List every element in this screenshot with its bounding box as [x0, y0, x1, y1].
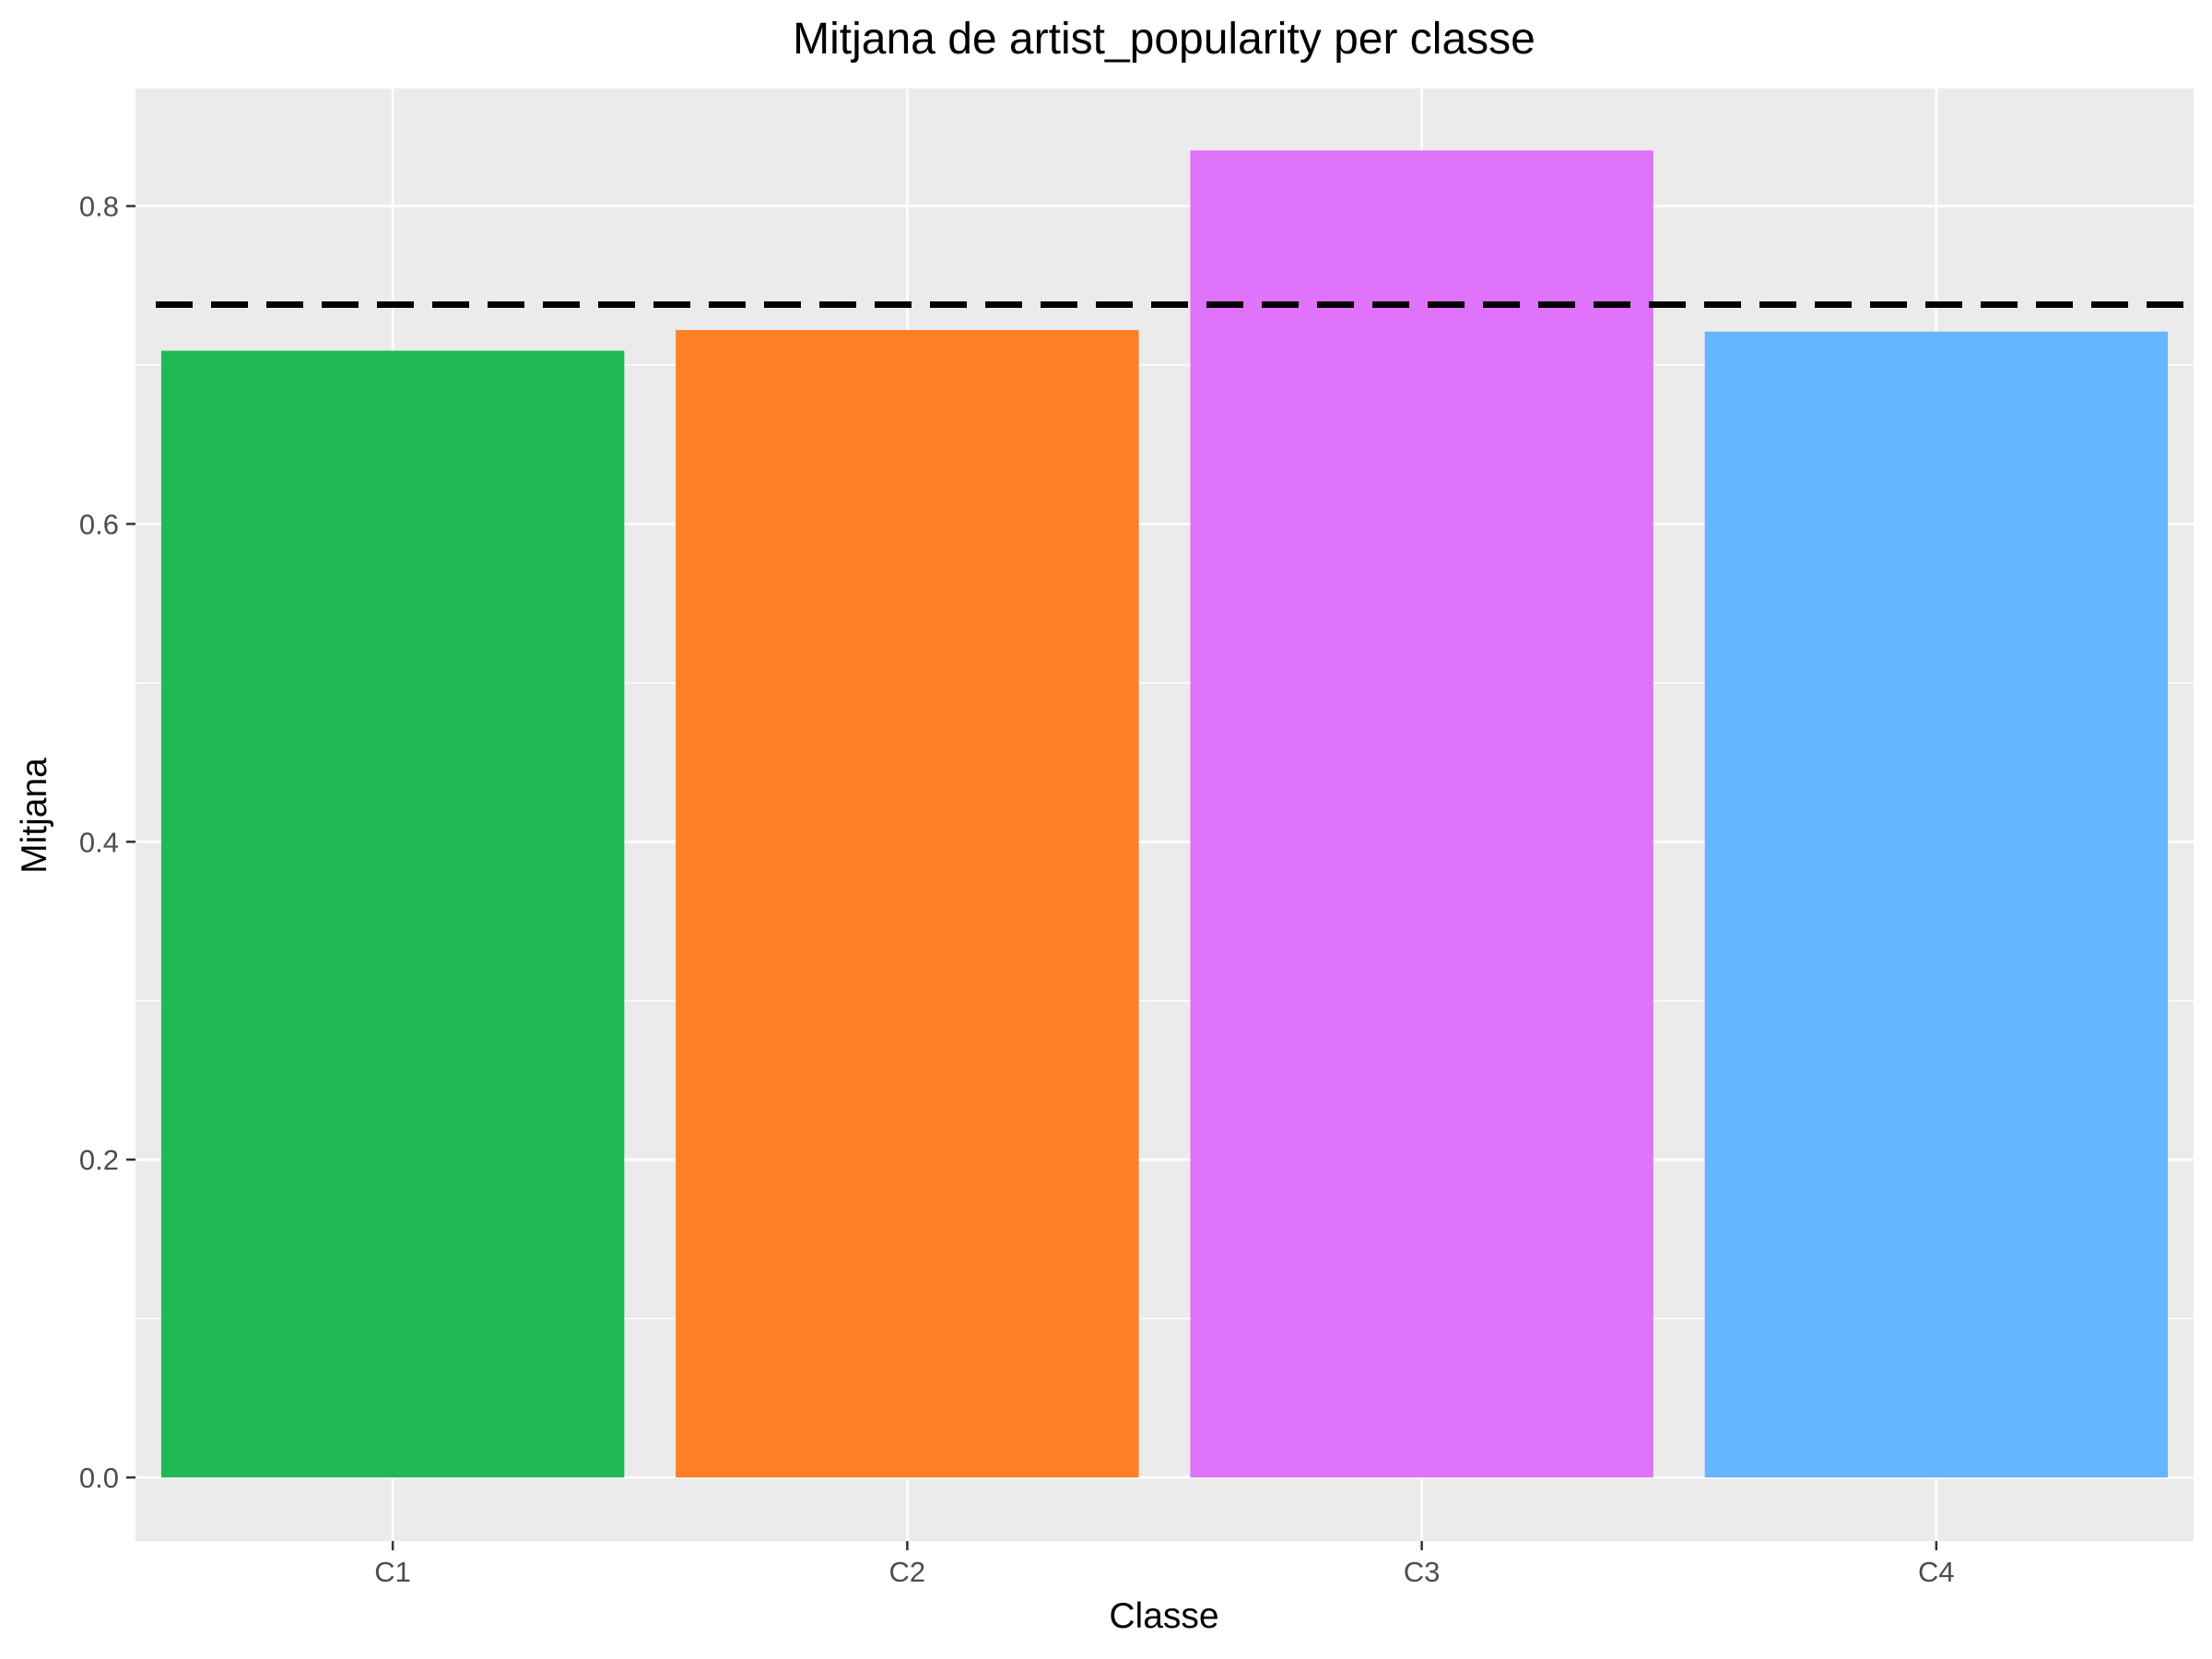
y-tick-label: 0.2 [79, 1144, 119, 1176]
y-axis-title: Mitjana [15, 758, 54, 874]
bar-c3 [1190, 150, 1653, 1478]
y-tick-label: 0.8 [79, 191, 119, 223]
y-axis: 0.0 0.2 0.4 0.6 0.8 [79, 191, 135, 1494]
chart-title: Mitjana de artist_popularity per classe [793, 15, 1535, 64]
y-tick-label: 0.4 [79, 826, 119, 858]
x-tick-label: C4 [1918, 1556, 1955, 1588]
x-tick-label: C3 [1404, 1556, 1441, 1588]
bars [160, 150, 2169, 1478]
x-axis-title: Classe [1109, 1596, 1218, 1636]
y-tick-label: 0.6 [79, 508, 119, 540]
y-tick-label: 0.0 [79, 1462, 119, 1494]
bar-c4 [1704, 331, 2169, 1478]
bar-c1 [160, 350, 625, 1478]
x-tick-label: C2 [889, 1556, 926, 1588]
bar-c2 [676, 330, 1139, 1478]
x-tick-label: C1 [374, 1556, 411, 1588]
x-axis: C1 C2 C3 C4 [374, 1541, 1955, 1588]
